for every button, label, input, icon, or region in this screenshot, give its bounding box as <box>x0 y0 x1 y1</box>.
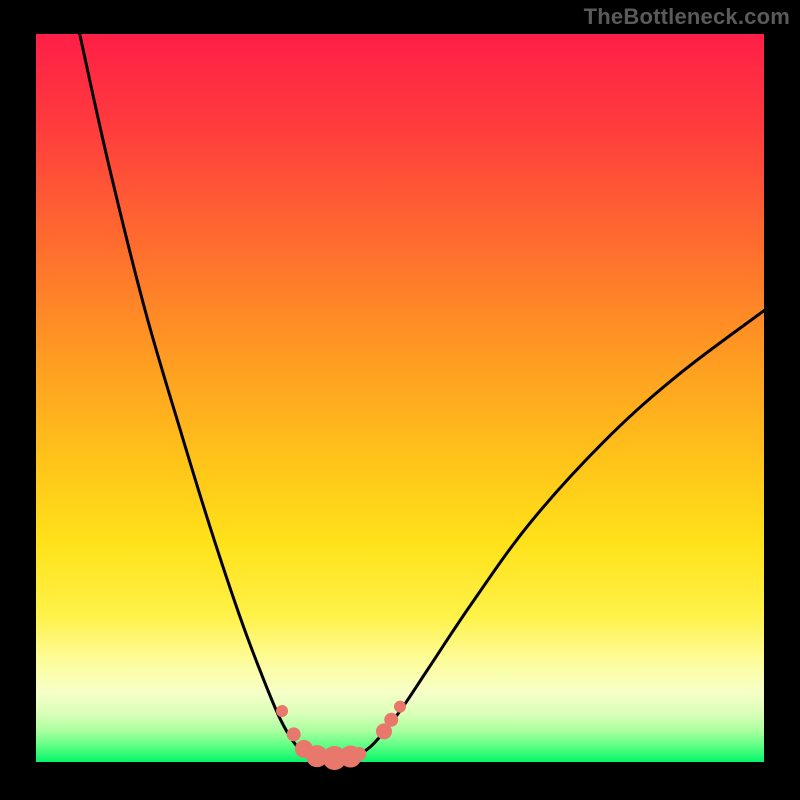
plot-background <box>36 34 764 762</box>
stage: TheBottleneck.com <box>0 0 800 800</box>
bottleneck-chart <box>0 0 800 800</box>
curve-marker <box>394 701 406 713</box>
watermark-text: TheBottleneck.com <box>584 4 790 30</box>
curve-marker <box>276 705 288 717</box>
curve-marker <box>352 747 366 761</box>
curve-marker <box>384 713 398 727</box>
curve-marker <box>287 727 301 741</box>
